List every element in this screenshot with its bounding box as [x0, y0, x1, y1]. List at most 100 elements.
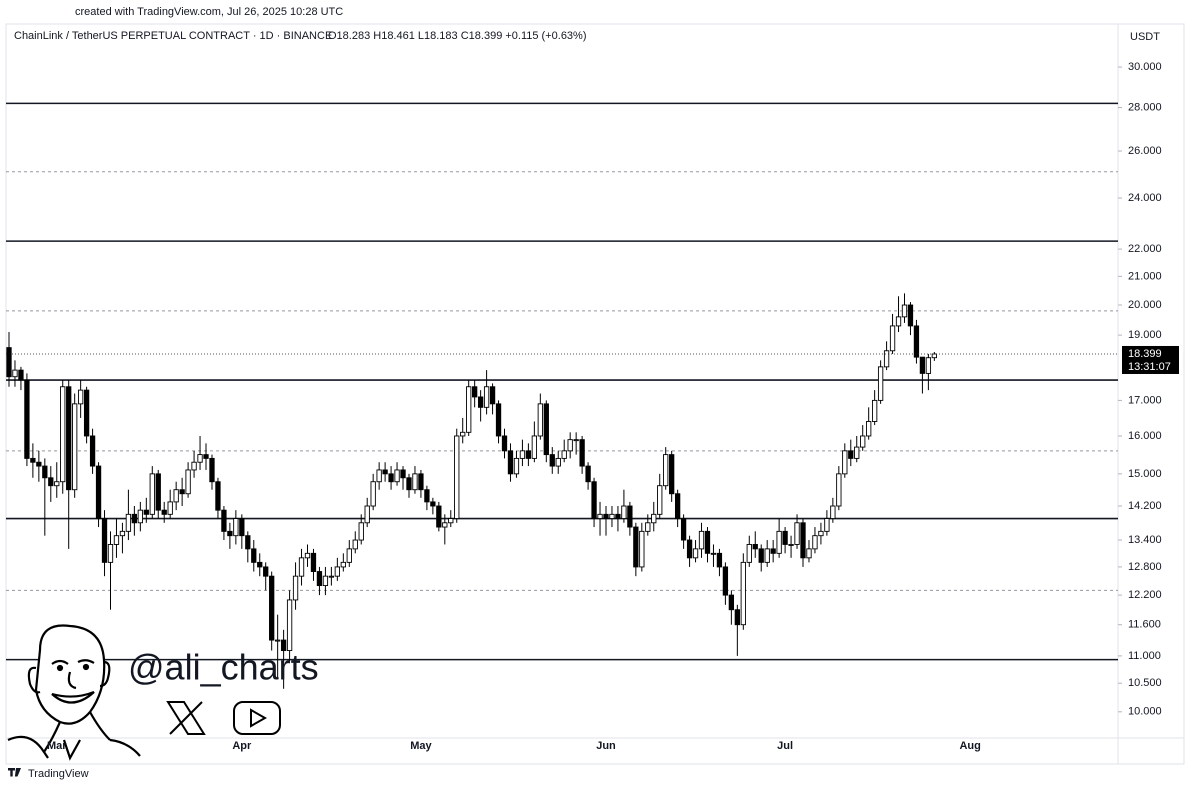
candle-body	[794, 522, 800, 545]
candle	[734, 604, 740, 656]
price-tag-value: 18.399	[1128, 348, 1162, 360]
candle-body	[424, 489, 430, 503]
candle	[149, 466, 155, 519]
y-tick-label: 15.000	[1128, 468, 1162, 480]
candle	[322, 566, 329, 596]
candle-body	[275, 639, 281, 642]
y-tick-label: 26.000	[1128, 145, 1162, 157]
candle-body	[925, 357, 932, 374]
candle-body	[561, 450, 567, 459]
candle-body	[877, 366, 884, 401]
candle-body	[680, 518, 687, 541]
candle-body	[24, 379, 30, 459]
candle	[245, 531, 251, 563]
candle	[12, 360, 18, 387]
candle-body	[6, 347, 12, 378]
candle-body	[663, 454, 669, 487]
candle	[275, 614, 281, 678]
candle-body	[698, 530, 705, 550]
candle-body	[257, 561, 263, 568]
candle	[722, 562, 729, 605]
candle-body	[292, 575, 299, 601]
y-tick-label: 17.000	[1128, 394, 1162, 406]
candle	[6, 332, 12, 387]
candle	[704, 527, 711, 563]
y-tick-label: 11.000	[1128, 650, 1161, 662]
candle-body	[77, 389, 84, 405]
candle	[54, 462, 60, 498]
candle	[812, 527, 818, 554]
candle-body	[322, 575, 329, 587]
candle	[931, 352, 938, 361]
currency-label: USDT	[1130, 31, 1160, 43]
candle-body	[227, 530, 233, 537]
price-tag	[1122, 345, 1179, 374]
ohlc-legend: O18.283 H18.461 L18.183 C18.399 +0.115 (…	[328, 30, 587, 42]
candle	[310, 548, 317, 581]
candle	[24, 373, 30, 467]
candle-body	[531, 435, 538, 459]
candle-body	[734, 609, 740, 626]
candle	[489, 383, 496, 415]
candle	[818, 522, 824, 545]
candle-body	[686, 539, 693, 559]
x-tick-label: Jun	[596, 740, 616, 752]
candle-body	[131, 513, 138, 524]
candle-body	[692, 548, 699, 559]
candle	[495, 400, 502, 444]
candle	[585, 462, 591, 490]
candle-body	[830, 505, 836, 519]
y-tick-label: 20.000	[1128, 299, 1162, 311]
candle-body	[48, 477, 54, 487]
candle	[18, 366, 24, 391]
candle	[233, 510, 239, 545]
x-icon[interactable]	[166, 701, 206, 735]
candle-body	[722, 566, 729, 596]
candle-body	[95, 465, 102, 519]
candle-body	[770, 548, 776, 554]
candle	[764, 540, 770, 567]
candle-body	[418, 473, 424, 491]
x-tick-label: May	[410, 740, 432, 752]
candle	[460, 417, 466, 444]
candle-body	[537, 403, 543, 437]
candle	[680, 514, 687, 549]
candle-body	[191, 461, 197, 471]
candle	[292, 562, 299, 610]
candle-body	[107, 543, 114, 563]
candle	[221, 506, 227, 541]
candle	[507, 443, 514, 482]
candle-body	[776, 530, 782, 554]
candle	[394, 462, 400, 486]
candle	[376, 462, 382, 490]
candle-body	[651, 513, 657, 524]
candle-body	[167, 501, 173, 515]
candle-body	[263, 566, 269, 577]
candle	[298, 548, 305, 586]
candle	[925, 353, 932, 391]
candle-body	[137, 509, 143, 524]
candle-body	[746, 543, 752, 563]
candle-body	[328, 575, 335, 578]
candle	[370, 473, 376, 511]
candle	[185, 462, 191, 498]
candle	[519, 439, 526, 467]
x-tick-label: Mar	[47, 740, 67, 752]
candle-body	[931, 353, 938, 359]
candle	[36, 450, 42, 482]
y-tick-label: 12.200	[1128, 589, 1162, 601]
candle-body	[788, 543, 794, 546]
candle	[436, 501, 442, 532]
candle	[209, 454, 215, 490]
candle	[555, 450, 561, 474]
youtube-icon[interactable]	[233, 701, 281, 735]
candle-body	[161, 509, 167, 515]
candle-body	[758, 548, 764, 563]
candle	[412, 466, 418, 494]
candle-body	[477, 396, 484, 408]
candle-body	[215, 481, 221, 511]
candle	[101, 510, 108, 577]
candle-body	[740, 561, 746, 626]
candle-body	[842, 450, 848, 475]
